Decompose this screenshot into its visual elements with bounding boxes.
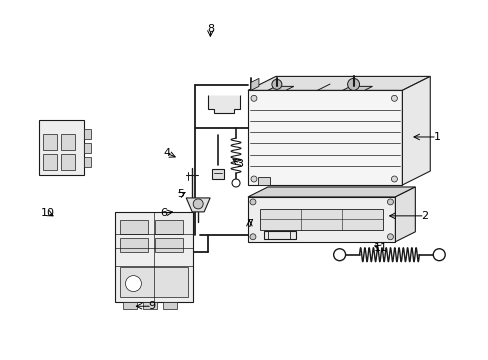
Bar [258, 177, 269, 185]
Polygon shape [247, 197, 395, 242]
Bar [83, 157, 90, 167]
Circle shape [390, 95, 397, 101]
Polygon shape [402, 76, 429, 185]
Text: 6: 6 [160, 208, 167, 218]
Text: 8: 8 [206, 24, 214, 35]
Bar [61, 134, 75, 150]
Polygon shape [395, 187, 414, 242]
Bar [83, 129, 90, 139]
Bar [264, 231, 295, 239]
Bar [123, 302, 137, 310]
Polygon shape [208, 95, 240, 113]
Polygon shape [260, 209, 383, 230]
Circle shape [232, 179, 240, 187]
Text: 10: 10 [41, 208, 55, 218]
Circle shape [386, 199, 393, 205]
Circle shape [271, 80, 281, 89]
Text: 4: 4 [163, 148, 170, 158]
Text: 5: 5 [177, 189, 184, 199]
Bar [61, 154, 75, 170]
Bar [163, 302, 177, 310]
Bar [120, 220, 148, 234]
Circle shape [249, 199, 255, 205]
Circle shape [333, 249, 345, 261]
Polygon shape [250, 78, 259, 90]
Bar [115, 212, 193, 302]
Bar [39, 120, 83, 175]
Bar [83, 143, 90, 153]
Bar [155, 238, 183, 252]
Polygon shape [247, 187, 414, 197]
Circle shape [125, 276, 141, 292]
Text: 1: 1 [432, 132, 440, 142]
Bar [42, 134, 57, 150]
Text: 11: 11 [373, 243, 387, 253]
Text: 3: 3 [236, 159, 243, 169]
Text: 9: 9 [148, 301, 155, 311]
Circle shape [249, 234, 255, 240]
Bar [42, 154, 57, 170]
Circle shape [390, 176, 397, 182]
Bar [212, 169, 224, 179]
Text: 7: 7 [245, 219, 252, 229]
Bar [120, 238, 148, 252]
Circle shape [432, 249, 444, 261]
Circle shape [193, 199, 203, 209]
Bar [143, 302, 157, 310]
Polygon shape [267, 86, 293, 90]
Circle shape [386, 234, 393, 240]
Polygon shape [342, 86, 372, 90]
Polygon shape [186, 198, 210, 212]
Bar [120, 267, 188, 297]
Circle shape [250, 95, 256, 101]
Text: 2: 2 [420, 211, 427, 221]
Bar [155, 220, 183, 234]
Polygon shape [247, 90, 402, 185]
Polygon shape [247, 76, 429, 90]
Circle shape [250, 176, 256, 182]
Circle shape [347, 78, 359, 90]
